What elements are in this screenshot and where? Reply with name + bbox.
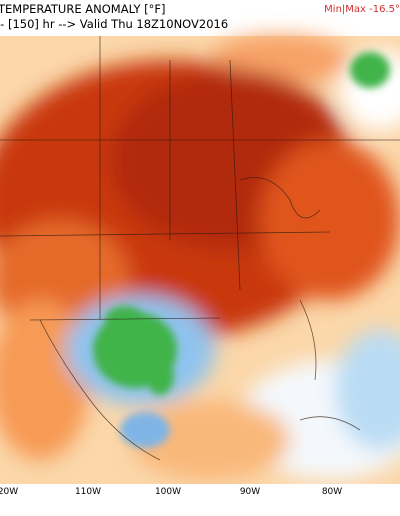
longitude-label: 110W (75, 487, 101, 497)
anomaly-field (0, 35, 400, 484)
map-title: TEMPERATURE ANOMALY [°F] (0, 2, 166, 16)
longitude-label: 20W (0, 487, 18, 497)
longitude-label: 100W (155, 487, 181, 497)
longitude-label: 80W (322, 487, 342, 497)
footer-band (0, 484, 400, 516)
longitude-label: 90W (240, 487, 260, 497)
map-subtitle: -- [150] hr --> Valid Thu 18Z10NOV2016 (0, 17, 229, 31)
min-max: Min|Max -16.5° (324, 4, 400, 15)
